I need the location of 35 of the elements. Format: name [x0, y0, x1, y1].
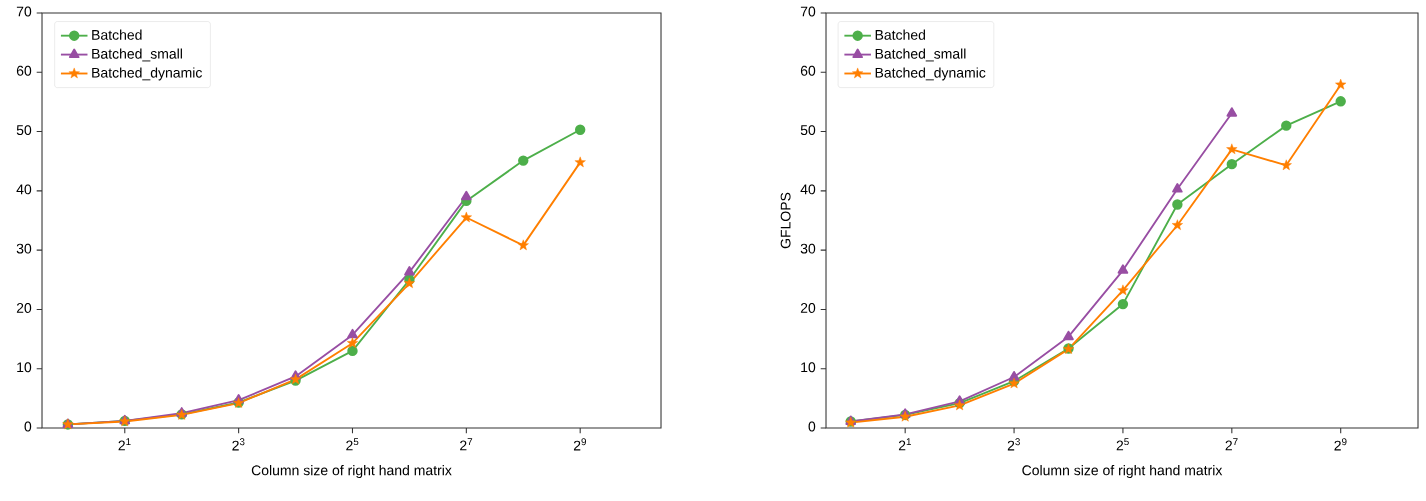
y-tick-label: 20 [16, 302, 32, 313]
y-tick-label: 30 [16, 243, 32, 254]
y-axis-title: GFLOPS [780, 192, 791, 249]
x-tick-label: 2$^{3}$ [1007, 438, 1020, 451]
legend-label: Batched [875, 29, 925, 40]
y-tick-label: 0 [808, 421, 816, 432]
y-tick-label: 40 [800, 184, 816, 195]
x-tick-label: 2$^{9}$ [573, 438, 587, 451]
x-axis-title: Column size of right hand matrix [1022, 464, 1223, 479]
legend-label: Batched_small [92, 48, 182, 62]
y-tick-label: 10 [17, 362, 32, 373]
x-tick-label: 2$^{7}$ [460, 438, 473, 451]
y-tick-label: 50 [800, 125, 816, 136]
y-tick-label: 0 [24, 421, 32, 432]
x-tick-label: 2$^{9}$ [1334, 438, 1347, 451]
legend-label: Batched [92, 29, 142, 40]
x-tick-label: 2$^{7}$ [1225, 438, 1238, 451]
x-tick-label: 2$^{5}$ [346, 438, 359, 451]
y-tick-label: 60 [800, 65, 816, 76]
x-tick-label: 2$^{3}$ [232, 438, 245, 451]
legend-label: Batched_small [875, 48, 966, 62]
y-tick-label: 50 [16, 125, 32, 136]
y-tick-label: 30 [800, 243, 816, 254]
legend-label: Batched_dynamic [92, 67, 202, 81]
x-tick-label: 2$^{1}$ [118, 438, 131, 451]
x-tick-label: 2$^{5}$ [1116, 438, 1129, 451]
y-tick-label: 20 [800, 302, 816, 313]
y-tick-label: 40 [16, 184, 32, 195]
x-tick-label: 2$^{1}$ [898, 438, 911, 451]
y-tick-label: 60 [16, 65, 32, 76]
x-axis-title: Column size of right hand matrix [251, 464, 452, 479]
y-tick-label: 70 [16, 6, 32, 17]
legend-label: Batched_dynamic [875, 67, 986, 81]
y-tick-label: 10 [801, 362, 816, 373]
y-tick-label: 70 [800, 6, 816, 17]
